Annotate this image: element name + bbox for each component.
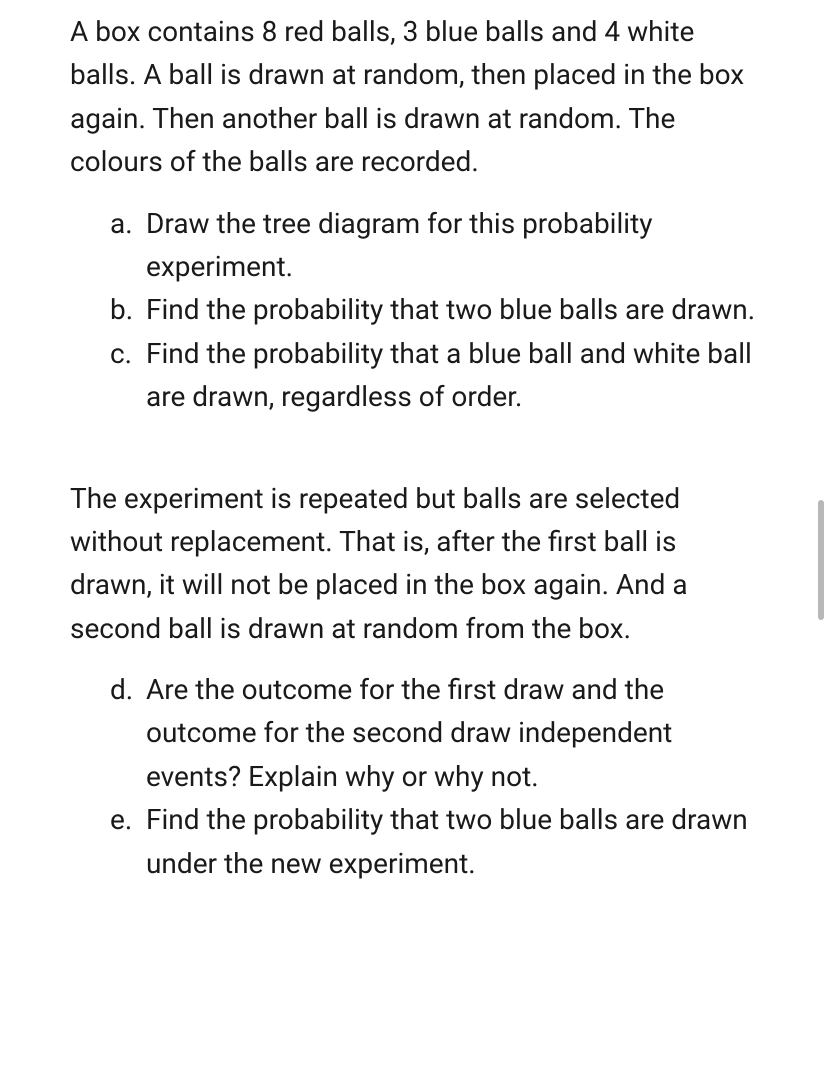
list-item: b. Find the probability that two blue ba…	[110, 288, 758, 331]
list-text: Find the probability that two blue balls…	[146, 803, 748, 879]
list-text: Find the probability that two blue balls…	[146, 293, 755, 326]
document-page: A box contains 8 red balls, 3 blue balls…	[0, 0, 828, 1091]
question-list-2: d. Are the outcome for the first draw an…	[70, 668, 758, 885]
question-list-1: a. Draw the tree diagram for this probab…	[70, 202, 758, 419]
list-text: Find the probability that a blue ball an…	[146, 337, 752, 413]
list-text: Draw the tree diagram for this probabili…	[146, 207, 653, 283]
list-marker: c.	[110, 332, 132, 375]
list-marker: e.	[110, 798, 132, 841]
list-text: Are the outcome for the first draw and t…	[146, 673, 672, 793]
list-item: a. Draw the tree diagram for this probab…	[110, 202, 758, 289]
list-item: c. Find the probability that a blue ball…	[110, 332, 758, 419]
intro-paragraph: A box contains 8 red balls, 3 blue balls…	[70, 0, 758, 184]
mid-paragraph: The experiment is repeated but balls are…	[70, 467, 758, 651]
list-marker: b.	[110, 288, 133, 331]
scrollbar-thumb[interactable]	[818, 500, 824, 620]
list-marker: a.	[110, 202, 133, 245]
list-item: e. Find the probability that two blue ba…	[110, 798, 758, 885]
list-marker: d.	[110, 668, 133, 711]
list-item: d. Are the outcome for the first draw an…	[110, 668, 758, 798]
spacer	[70, 419, 758, 467]
